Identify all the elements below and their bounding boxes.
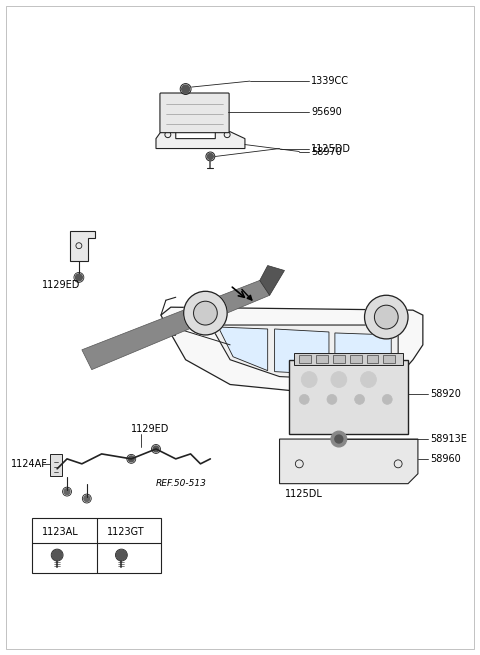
- Polygon shape: [50, 454, 62, 476]
- Polygon shape: [218, 327, 268, 371]
- Circle shape: [193, 301, 217, 325]
- FancyBboxPatch shape: [160, 93, 229, 133]
- Circle shape: [128, 456, 134, 462]
- Text: 1339CC: 1339CC: [311, 76, 349, 86]
- Text: 1124AF: 1124AF: [11, 459, 48, 469]
- Text: 95690: 95690: [311, 107, 342, 117]
- Circle shape: [117, 550, 126, 560]
- Polygon shape: [210, 325, 398, 379]
- Bar: [316, 355, 328, 363]
- Circle shape: [207, 153, 213, 159]
- Text: 1125DL: 1125DL: [285, 489, 323, 498]
- Text: REF.50-513: REF.50-513: [156, 479, 207, 488]
- Text: 1125DD: 1125DD: [311, 143, 351, 153]
- Text: 1123GT: 1123GT: [107, 527, 144, 537]
- Text: 1123AL: 1123AL: [42, 527, 79, 537]
- Circle shape: [75, 274, 83, 281]
- FancyBboxPatch shape: [289, 360, 408, 434]
- Polygon shape: [82, 280, 270, 369]
- Bar: [33, 518, 161, 573]
- Text: 58970: 58970: [311, 147, 342, 157]
- Polygon shape: [161, 307, 423, 392]
- Circle shape: [184, 291, 227, 335]
- Circle shape: [327, 394, 337, 404]
- Bar: [294, 353, 403, 365]
- Polygon shape: [156, 132, 245, 149]
- Bar: [367, 355, 378, 363]
- Circle shape: [374, 305, 398, 329]
- Text: 1129ED: 1129ED: [131, 424, 169, 434]
- Polygon shape: [275, 329, 329, 375]
- Circle shape: [52, 550, 62, 560]
- Bar: [350, 355, 361, 363]
- Circle shape: [84, 496, 90, 502]
- Bar: [163, 327, 175, 335]
- Circle shape: [300, 394, 309, 404]
- Circle shape: [355, 394, 364, 404]
- Polygon shape: [260, 265, 285, 295]
- Text: 1129ED: 1129ED: [42, 280, 81, 290]
- Circle shape: [301, 371, 317, 388]
- Circle shape: [335, 435, 343, 443]
- Circle shape: [153, 446, 159, 452]
- Polygon shape: [279, 439, 418, 483]
- Bar: [300, 355, 311, 363]
- Circle shape: [383, 394, 392, 404]
- Circle shape: [360, 371, 376, 388]
- Circle shape: [364, 295, 408, 339]
- Text: 58913E: 58913E: [430, 434, 467, 444]
- Text: 58920: 58920: [430, 390, 461, 400]
- Polygon shape: [335, 333, 391, 375]
- Text: 58960: 58960: [430, 454, 460, 464]
- Bar: [333, 355, 345, 363]
- Circle shape: [64, 489, 70, 495]
- Circle shape: [331, 371, 347, 388]
- Polygon shape: [70, 231, 95, 261]
- Bar: [384, 355, 395, 363]
- Circle shape: [331, 431, 347, 447]
- Circle shape: [182, 85, 190, 93]
